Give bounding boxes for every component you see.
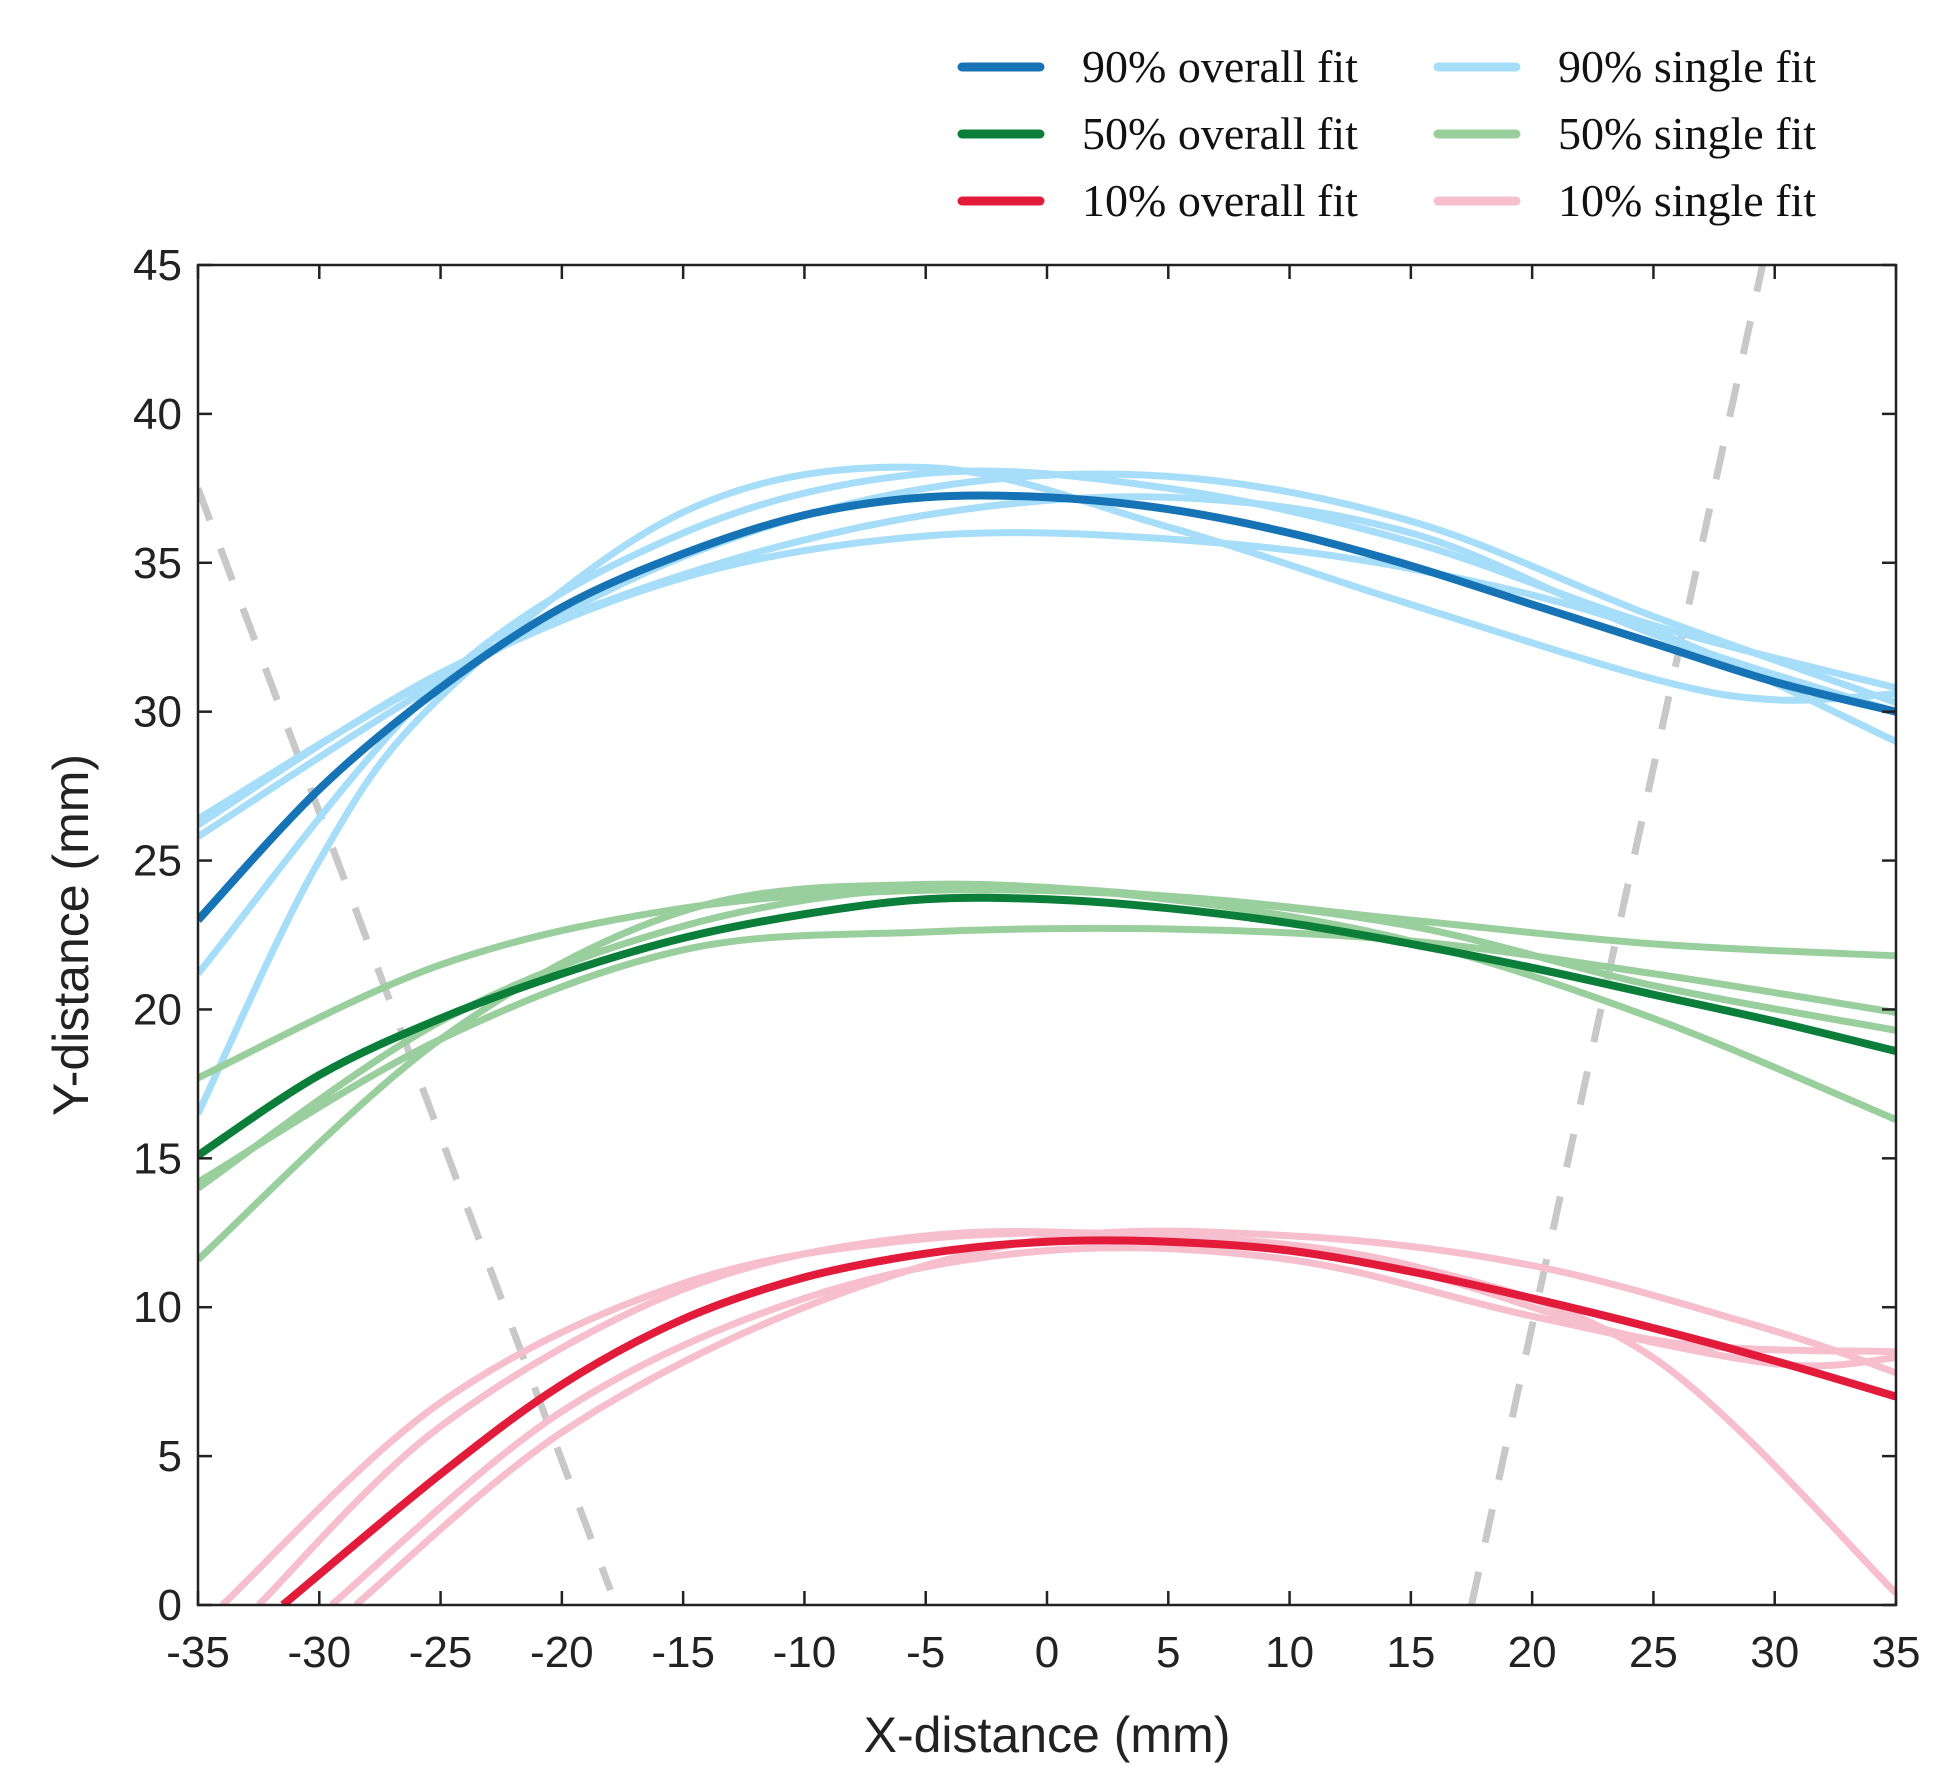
y-tick-label: 30 bbox=[133, 688, 182, 737]
series-line-10pct-single-fit-13 bbox=[353, 1227, 1896, 1605]
x-tick-label: -5 bbox=[906, 1628, 945, 1677]
plot-frame bbox=[196, 263, 1898, 1607]
x-tick-label: 15 bbox=[1386, 1628, 1435, 1677]
x-tick-label: -35 bbox=[166, 1628, 230, 1677]
legend-label: 90% overall fit bbox=[1082, 41, 1358, 92]
x-tick-label: -10 bbox=[773, 1628, 837, 1677]
series-line-50pct-overall-fit bbox=[198, 893, 1896, 1159]
y-axis-title: Y-distance (mm) bbox=[43, 754, 99, 1116]
series-line-10pct-overall-fit bbox=[280, 1236, 1896, 1605]
series-line-90pct-single-fit-2 bbox=[198, 470, 1896, 840]
y-tick-label: 45 bbox=[133, 241, 182, 290]
legend-label: 90% single fit bbox=[1558, 41, 1816, 92]
y-tick-label: 15 bbox=[133, 1134, 182, 1183]
axes bbox=[196, 263, 1898, 1607]
series-line-90pct-single-fit-5 bbox=[198, 493, 1896, 828]
y-tick-label: 40 bbox=[133, 390, 182, 439]
x-tick-label: 0 bbox=[1035, 1628, 1059, 1677]
legend-label: 50% single fit bbox=[1558, 108, 1816, 159]
x-axis-ticks: -35 -30 -25 -20 -15 -10 -5 0 5 10 15 20 25 30 35 bbox=[166, 265, 1920, 1677]
x-tick-label: 25 bbox=[1629, 1628, 1678, 1677]
series-line-50pct-single-fit-9 bbox=[198, 880, 1896, 1263]
y-tick-label: 10 bbox=[133, 1283, 182, 1332]
x-tick-label: 20 bbox=[1508, 1628, 1557, 1677]
y-tick-label: 0 bbox=[158, 1581, 182, 1630]
x-tick-label: -15 bbox=[651, 1628, 715, 1677]
x-tick-label: 5 bbox=[1156, 1628, 1180, 1677]
x-tick-label: 30 bbox=[1750, 1628, 1799, 1677]
series-line-90pct-overall-fit bbox=[198, 491, 1896, 923]
legend: 90% overall fit 90% single fit 50% overall… bbox=[957, 41, 1816, 226]
overall-fit-series bbox=[198, 491, 1896, 1605]
x-tick-label: -25 bbox=[409, 1628, 473, 1677]
x-tick-label: 10 bbox=[1265, 1628, 1314, 1677]
reference-dashed-line-2 bbox=[1468, 265, 1767, 1605]
y-tick-label: 35 bbox=[133, 539, 182, 588]
series-line-10pct-single-fit-11 bbox=[256, 1227, 1896, 1605]
legend-label: 50% overall fit bbox=[1082, 108, 1358, 159]
series-line-50pct-single-fit-7 bbox=[198, 924, 1896, 1186]
y-tick-label: 20 bbox=[133, 985, 182, 1034]
y-axis-ticks: 0 5 10 15 20 25 30 35 40 45 bbox=[133, 241, 1896, 1630]
x-axis-title: X-distance (mm) bbox=[864, 1707, 1231, 1763]
x-tick-label: -30 bbox=[287, 1628, 351, 1677]
series-line-10pct-single-fit-12 bbox=[329, 1244, 1896, 1605]
x-tick-label: 35 bbox=[1872, 1628, 1921, 1677]
legend-label: 10% single fit bbox=[1558, 175, 1816, 226]
series-line-90pct-single-fit-4 bbox=[198, 463, 1896, 1116]
x-tick-label: -20 bbox=[530, 1628, 594, 1677]
y-tick-label: 5 bbox=[158, 1432, 182, 1481]
series-line-90pct-single-fit-3 bbox=[198, 467, 1896, 976]
legend-label: 10% overall fit bbox=[1082, 175, 1358, 226]
series-line-10pct-single-fit-10 bbox=[219, 1229, 1896, 1605]
y-tick-label: 25 bbox=[133, 837, 182, 886]
